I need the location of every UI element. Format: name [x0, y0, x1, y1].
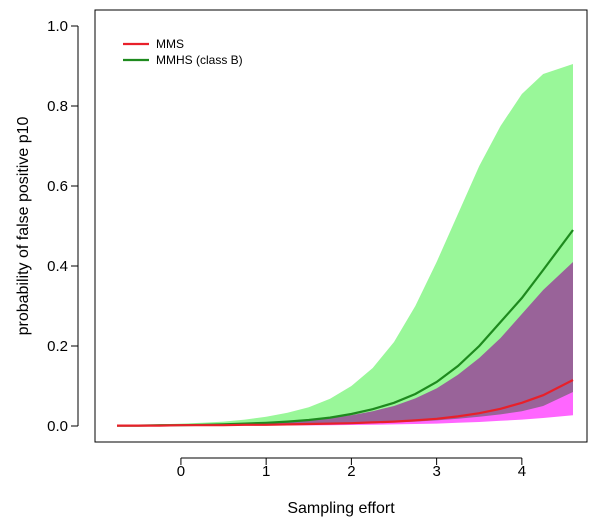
y-tick-label: 0.4	[47, 258, 68, 275]
y-tick-label: 0.0	[47, 418, 68, 435]
legend-label: MMHS (class B)	[156, 53, 243, 67]
x-tick-label: 4	[518, 463, 526, 480]
x-axis-title: Sampling effort	[287, 500, 395, 517]
y-tick-label: 0.6	[47, 178, 68, 195]
y-tick-label: 0.2	[47, 338, 68, 355]
x-tick-label: 3	[432, 463, 440, 480]
x-tick-label: 0	[177, 463, 185, 480]
y-tick-label: 1.0	[47, 18, 68, 35]
y-axis: 0.0 0.2 0.4 0.6 0.8 1.0	[47, 18, 79, 435]
x-tick-label: 2	[347, 463, 355, 480]
y-axis-title: probability of false positive p10	[15, 117, 32, 336]
plot-frame	[94, 9, 588, 443]
x-axis: 0 1 2 3 4	[177, 457, 526, 480]
x-tick-label: 1	[262, 463, 270, 480]
mmhs-confidence-band	[117, 64, 573, 426]
legend-label: MMS	[156, 37, 184, 51]
series-lines	[117, 229, 574, 427]
confidence-bands	[117, 64, 573, 426]
mms-confidence-band	[117, 262, 573, 426]
y-tick-label: 0.8	[47, 98, 68, 115]
legend: MMS MMHS (class B)	[123, 37, 243, 67]
mms-series-line	[117, 379, 574, 427]
